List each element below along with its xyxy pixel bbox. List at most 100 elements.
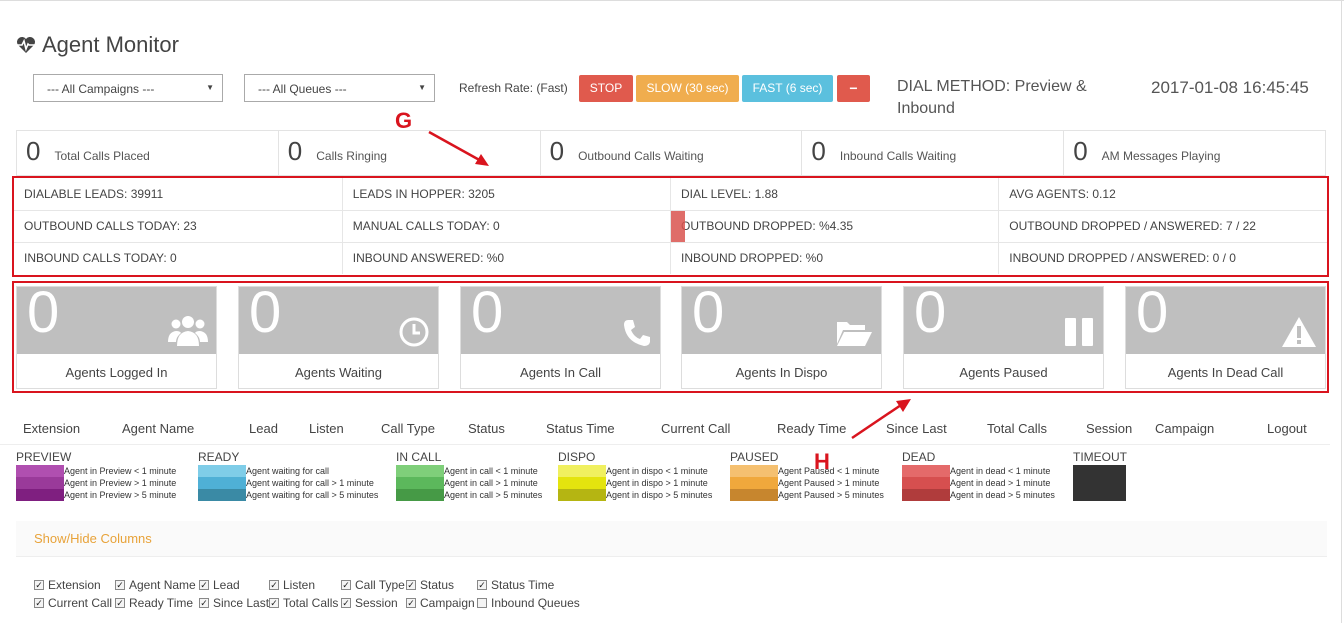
annotation-h: H — [814, 449, 830, 474]
checkbox-total-calls[interactable]: ✓ Total Calls — [269, 596, 338, 610]
checkbox-icon[interactable]: ✓ — [34, 598, 44, 608]
card-label: Agents In Dispo — [735, 365, 828, 380]
col-listen[interactable]: Listen — [309, 421, 344, 436]
legend-item: Agent in call > 5 minutes — [444, 490, 543, 500]
col-extension[interactable]: Extension — [23, 421, 81, 436]
legend-title: PAUSED — [730, 450, 779, 464]
checkbox-icon[interactable]: ✓ — [406, 598, 416, 608]
card-header: 0 — [1126, 281, 1325, 354]
stop-button[interactable]: STOP — [579, 75, 633, 102]
checkbox-lead[interactable]: ✓ Lead — [199, 578, 240, 592]
checkbox-icon[interactable]: ✓ — [115, 580, 125, 590]
checkbox-icon[interactable]: ✓ — [199, 580, 209, 590]
pause-icon — [1065, 318, 1093, 346]
legend-item: Agent Paused > 1 minute — [778, 478, 880, 488]
checkbox-campaign[interactable]: ✓ Campaign — [406, 596, 475, 610]
checkbox-status[interactable]: ✓ Status — [406, 578, 454, 592]
checkbox-icon[interactable]: ✓ — [341, 598, 351, 608]
minus-button[interactable]: − — [837, 75, 870, 102]
col-call-type[interactable]: Call Type — [381, 421, 435, 436]
card-agents-dead-call[interactable]: 0 Agents In Dead Call — [1125, 281, 1326, 389]
card-header: 0 — [904, 281, 1103, 354]
col-ready-time[interactable]: Ready Time — [777, 421, 847, 436]
checkbox-icon[interactable]: ✓ — [269, 580, 279, 590]
checkbox-icon[interactable] — [477, 598, 487, 608]
col-logout[interactable]: Logout — [1267, 421, 1307, 436]
checkbox-icon[interactable]: ✓ — [269, 598, 279, 608]
top-border — [0, 0, 1344, 1]
queue-select[interactable]: --- All Queues --- ▼ — [244, 74, 435, 102]
checkbox-icon[interactable]: ✓ — [34, 580, 44, 590]
col-session[interactable]: Session — [1086, 421, 1133, 436]
clock-icon — [399, 317, 429, 347]
legend-swatches — [198, 465, 246, 501]
checkbox-label: Inbound Queues — [491, 596, 580, 610]
col-agent-name[interactable]: Agent Name — [122, 421, 195, 436]
col-lead[interactable]: Lead — [249, 421, 278, 436]
checkbox-label: Agent Name — [129, 578, 196, 592]
checkbox-call-type[interactable]: ✓ Call Type — [341, 578, 405, 592]
col-total-calls[interactable]: Total Calls — [987, 421, 1047, 436]
legend-paused: PAUSED Agent Paused < 1 minute Agent Pau… — [730, 450, 884, 501]
col-current-call[interactable]: Current Call — [661, 421, 731, 436]
stat-label: AM Messages Playing — [1101, 149, 1221, 163]
show-hide-columns-panel: Show/Hide Columns — [16, 521, 1327, 557]
card-header: 0 — [682, 281, 881, 354]
card-agents-in-call[interactable]: 0 Agents In Call — [460, 281, 661, 389]
card-label: Agents Logged In — [65, 365, 168, 380]
card-agents-paused[interactable]: 0 Agents Paused — [903, 281, 1104, 389]
legend-item: Agent Paused > 5 minutes — [778, 490, 884, 500]
legend-item: Agent in dead > 5 minutes — [950, 490, 1055, 500]
checkbox-extension[interactable]: ✓ Extension — [34, 578, 101, 592]
campaign-select-value: --- All Campaigns --- — [47, 82, 155, 96]
legend-item: Agent in Preview > 5 minute — [64, 490, 177, 500]
table-row: OUTBOUND CALLS TODAY: 23 MANUAL CALLS TO… — [14, 210, 1327, 243]
checkbox-ready-time[interactable]: ✓ Ready Time — [115, 596, 193, 610]
checkbox-current-call[interactable]: ✓ Current Call — [34, 596, 112, 610]
checkbox-inbound-queues[interactable]: Inbound Queues — [477, 596, 580, 610]
card-agents-logged-in[interactable]: 0 Agents Logged In — [16, 281, 217, 389]
legend-swatches — [558, 465, 606, 501]
chevron-down-icon: ▼ — [418, 83, 426, 92]
stat-value: 0 — [26, 136, 41, 166]
checkbox-icon[interactable]: ✓ — [199, 598, 209, 608]
checkbox-since-last[interactable]: ✓ Since Last — [199, 596, 269, 610]
slow-button[interactable]: SLOW (30 sec) — [636, 75, 739, 102]
chevron-down-icon: ▼ — [206, 83, 214, 92]
legend-item: Agent waiting for call > 1 minute — [246, 478, 374, 488]
table-cell: MANUAL CALLS TODAY: 0 — [342, 210, 672, 243]
col-campaign[interactable]: Campaign — [1155, 421, 1215, 436]
checkbox-status-time[interactable]: ✓ Status Time — [477, 578, 554, 592]
show-hide-columns-link[interactable]: Show/Hide Columns — [34, 531, 152, 546]
warning-icon — [1282, 317, 1316, 347]
checkbox-listen[interactable]: ✓ Listen — [269, 578, 315, 592]
dropped-indicator-bar — [671, 210, 685, 242]
table-cell-outbound-dropped: OUTBOUND DROPPED: %4.35 — [670, 210, 1000, 243]
legend-swatches — [396, 465, 444, 501]
checkbox-icon[interactable]: ✓ — [406, 580, 416, 590]
checkbox-label: Extension — [48, 578, 101, 592]
card-label: Agents In Dead Call — [1167, 365, 1284, 380]
checkbox-icon[interactable]: ✓ — [477, 580, 487, 590]
table-cell: DIALABLE LEADS: 39911 — [14, 178, 343, 211]
stat-label: Outbound Calls Waiting — [578, 149, 704, 163]
col-since-last[interactable]: Since Last — [886, 421, 947, 436]
stats-row: 0 Total Calls Placed 0 Calls Ringing 0 O… — [16, 130, 1326, 176]
legend-item: Agent in call > 1 minute — [444, 478, 538, 488]
refresh-rate-label: Refresh Rate: (Fast) — [459, 81, 568, 95]
card-agents-in-dispo[interactable]: 0 Agents In Dispo — [681, 281, 882, 389]
legend-item: Agent in dispo > 1 minute — [606, 478, 708, 488]
checkbox-icon[interactable]: ✓ — [341, 580, 351, 590]
card-value: 0 — [1136, 280, 1169, 345]
col-status-time[interactable]: Status Time — [546, 421, 615, 436]
campaign-select[interactable]: --- All Campaigns --- ▼ — [33, 74, 223, 102]
fast-button[interactable]: FAST (6 sec) — [742, 75, 833, 102]
col-status[interactable]: Status — [468, 421, 505, 436]
legend-item: Agent in Preview < 1 minute — [64, 466, 177, 476]
card-agents-waiting[interactable]: 0 Agents Waiting — [238, 281, 439, 389]
checkbox-icon[interactable]: ✓ — [115, 598, 125, 608]
legend-item: Agent waiting for call — [246, 466, 330, 476]
users-icon — [168, 316, 208, 346]
checkbox-session[interactable]: ✓ Session — [341, 596, 398, 610]
checkbox-agent-name[interactable]: ✓ Agent Name — [115, 578, 196, 592]
